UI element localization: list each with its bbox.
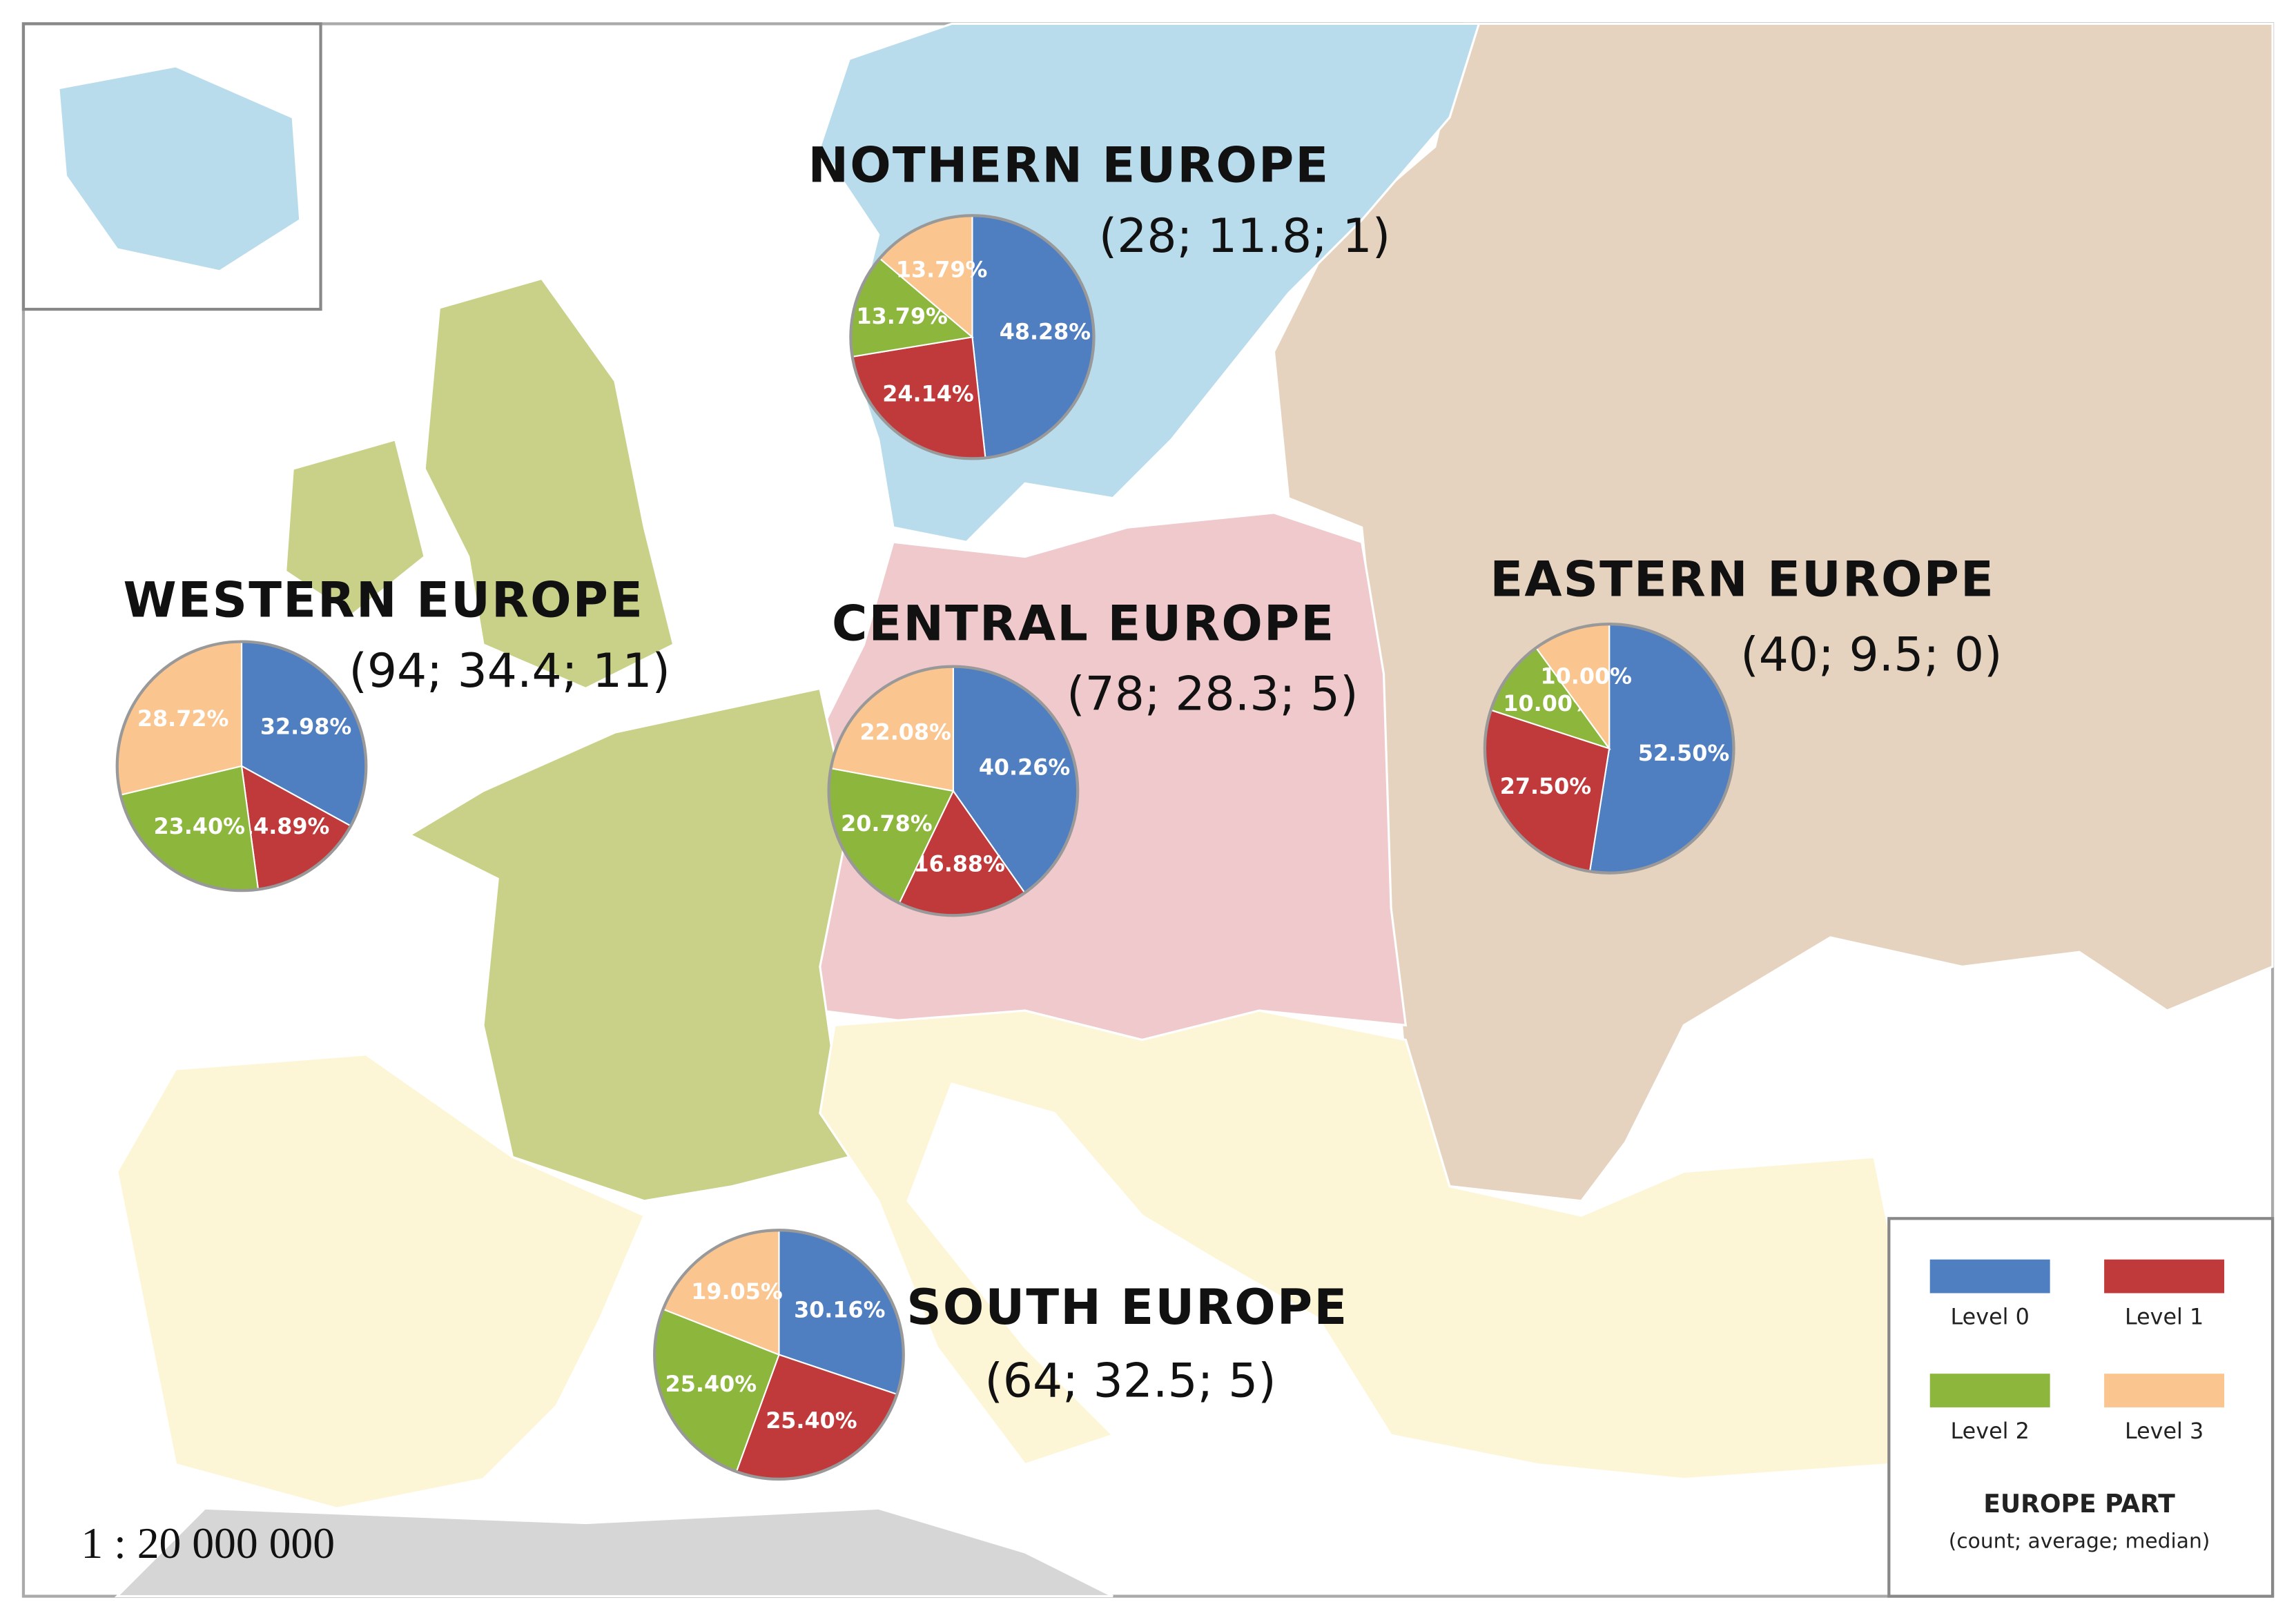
slice-label: 14.89%	[238, 813, 329, 839]
north-africa	[114, 1507, 1113, 1598]
pie-outline	[653, 1229, 905, 1481]
slice-label: 52.50%	[1638, 740, 1729, 766]
region-title: EASTERN EUROPE	[1490, 552, 1995, 608]
slice-label: 23.40%	[154, 813, 245, 839]
region-title: SOUTH EUROPE	[906, 1279, 1348, 1336]
slice-label: 20.78%	[841, 810, 932, 837]
region-stats: (28; 11.8; 1)	[1099, 209, 1390, 264]
slice-label: 19.05%	[691, 1278, 782, 1305]
region-stats: (78; 28.3; 5)	[1067, 667, 1358, 722]
slice-label: 22.08%	[859, 719, 951, 745]
legend-label: Level 1	[2125, 1304, 2203, 1330]
slice-label: 25.40%	[665, 1371, 757, 1397]
legend-title: EUROPE PART	[1983, 1490, 2175, 1519]
slice-label: 30.16%	[794, 1296, 885, 1323]
slice-label: 13.79%	[856, 303, 947, 329]
legend-swatch	[1929, 1259, 2050, 1294]
legend-label: Level 0	[1951, 1304, 2030, 1330]
slice-label: 40.26%	[979, 754, 1070, 780]
legend-label: Level 3	[2125, 1418, 2203, 1444]
ireland	[284, 438, 426, 617]
legend-label: Level 2	[1951, 1418, 2030, 1444]
slice-label: 13.79%	[896, 256, 987, 282]
eastern-region	[1272, 22, 2274, 1202]
iceland	[57, 65, 302, 273]
scale-label: 1 : 20 000 000	[81, 1519, 335, 1568]
legend-swatch	[2104, 1259, 2225, 1294]
inset-frame	[21, 22, 322, 311]
legend-swatch	[1929, 1374, 2050, 1407]
south-region	[819, 1009, 1890, 1481]
region-stats: (40; 9.5; 0)	[1740, 627, 2002, 682]
slice-label: 16.88%	[913, 851, 1004, 877]
legend-subtitle: (count; average; median)	[1949, 1530, 2210, 1554]
iberia	[116, 1053, 646, 1510]
slice-label: 24.14%	[882, 380, 973, 407]
legend-swatch	[2104, 1374, 2225, 1407]
pie-outline	[1483, 622, 1735, 875]
pie-outline	[849, 214, 1096, 460]
slice-label: 25.40%	[766, 1407, 857, 1434]
great-britain	[423, 277, 675, 690]
slice-label: 48.28%	[1000, 319, 1091, 345]
land	[57, 22, 2274, 1598]
region-title: WESTERN EUROPE	[123, 572, 644, 628]
region-title: CENTRAL EUROPE	[832, 595, 1335, 652]
pie-outline	[827, 665, 1080, 917]
slice-label: 28.72%	[137, 705, 228, 732]
region-stats: (64; 32.5; 5)	[984, 1354, 1276, 1409]
region-title: NOTHERN EUROPE	[808, 137, 1330, 193]
slice-label: 32.98%	[260, 714, 351, 740]
slice-label: 10.00%	[1541, 663, 1632, 690]
pie-outline	[115, 640, 368, 892]
slice-label: 27.50%	[1500, 773, 1591, 799]
region-stats: (94; 34.4; 11)	[349, 644, 670, 699]
